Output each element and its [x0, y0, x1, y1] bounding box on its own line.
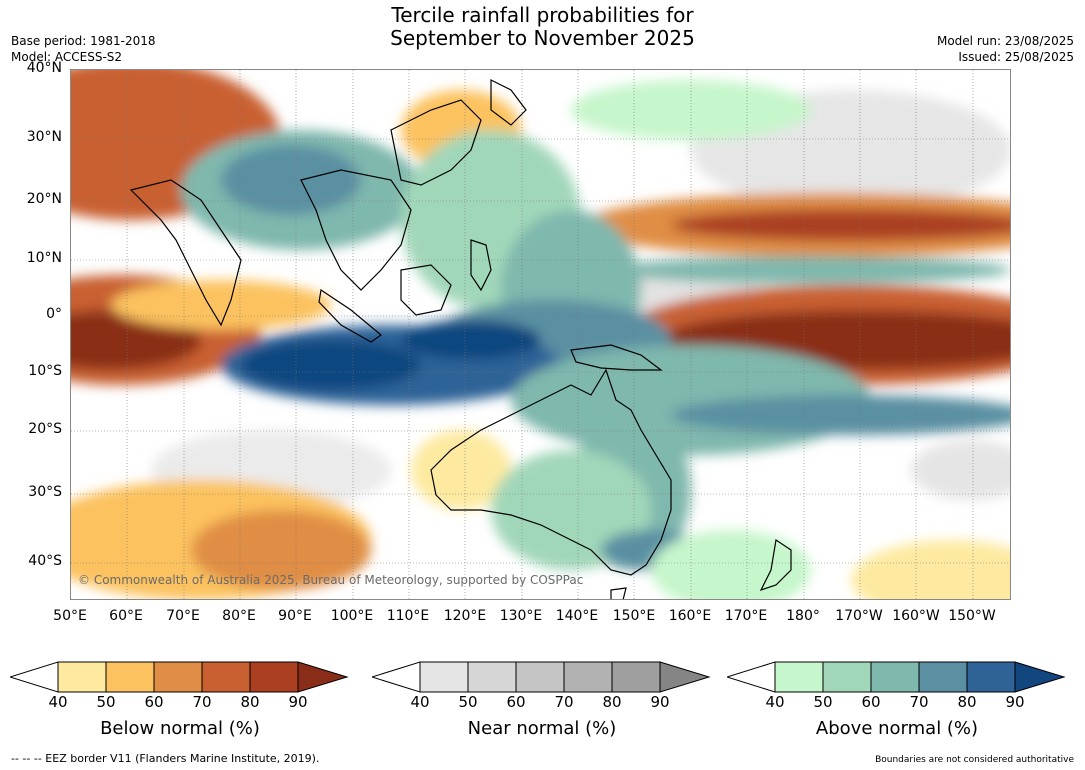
lat-label: 20°N: [26, 191, 62, 207]
legend-tick: 90: [1005, 693, 1025, 711]
legend-swatch: [966, 661, 1016, 693]
legend-tick: 40: [765, 693, 785, 711]
lat-label: 10°S: [28, 363, 62, 379]
legend-swatch: [105, 661, 155, 693]
issued-date: Issued: 25/08/2025: [958, 50, 1074, 64]
lon-label: 110°E: [386, 608, 430, 624]
legend-tick: 70: [554, 693, 574, 711]
lat-label: 20°S: [28, 421, 62, 437]
legend-tick: 40: [48, 693, 68, 711]
title-line-1: Tercile rainfall probabilities for: [391, 3, 694, 27]
legend-swatch: [659, 661, 711, 693]
tasmania-coastline: [610, 587, 627, 599]
graticule: [71, 70, 1010, 599]
title-line-2: September to November 2025: [390, 26, 695, 50]
lon-label: 90°E: [278, 608, 312, 624]
legend-tick: 80: [957, 693, 977, 711]
legend-tick: 40: [410, 693, 430, 711]
model-run-date: Model run: 23/08/2025: [936, 34, 1074, 48]
new-zealand-coastline: [759, 538, 792, 592]
legend-swatch: [249, 661, 299, 693]
base-period: Base period: 1981-2018: [11, 34, 156, 48]
borneo-coastline: [400, 264, 452, 316]
legend-swatch: [467, 661, 517, 693]
australia-coastline: [430, 368, 672, 576]
legend-swatch: [870, 661, 920, 693]
lat-label: 40°N: [26, 60, 62, 76]
lon-label: 150°W: [948, 608, 996, 624]
legend-tick: 70: [909, 693, 929, 711]
run-info: Model run: 23/08/2025 Issued: 25/08/2025: [937, 33, 1074, 65]
legend-swatch: [419, 661, 469, 693]
lat-label: 30°N: [26, 129, 62, 145]
legend-tick: 90: [650, 693, 670, 711]
lon-label: 130°E: [499, 608, 543, 624]
near-normal-colorbar: [372, 661, 711, 693]
model-info: Base period: 1981-2018 Model: ACCESS-S2: [11, 33, 156, 65]
lon-label: 50°E: [53, 608, 87, 624]
lat-label: 40°S: [28, 553, 62, 569]
china-coastline: [390, 99, 482, 186]
legend-tick: 50: [96, 693, 116, 711]
map-panel[interactable]: [70, 69, 1011, 600]
above-normal-legend: 40 50 60 70 80 90 Above normal (%): [727, 660, 1067, 740]
legend-tick: 60: [861, 693, 881, 711]
near-normal-legend: 40 50 60 70 80 90 Near normal (%): [372, 660, 712, 740]
below-normal-legend: 40 50 60 70 80 90 Below normal (%): [10, 660, 350, 740]
lon-label: 170°E: [724, 608, 768, 624]
legend-swatch: [153, 661, 203, 693]
lon-label: 140°E: [555, 608, 599, 624]
lon-label: 120°E: [443, 608, 487, 624]
legend-swatch: [57, 661, 107, 693]
lon-label: 170°W: [835, 608, 883, 624]
legend-swatch: [611, 661, 661, 693]
lat-label: 10°N: [26, 250, 62, 266]
model-name: Model: ACCESS-S2: [11, 50, 123, 64]
legend-tick: 80: [602, 693, 622, 711]
legend-tick: 60: [144, 693, 164, 711]
below-normal-colorbar: [10, 661, 349, 693]
legend-swatch: [563, 661, 613, 693]
boundary-note: Boundaries are not considered authoritat…: [875, 755, 1074, 765]
legend-tick: 60: [506, 693, 526, 711]
legend-swatch: [918, 661, 968, 693]
lon-label: 160°E: [668, 608, 712, 624]
lat-label: 30°S: [28, 484, 62, 500]
legend-swatch: [297, 661, 349, 693]
sumatra-coastline: [318, 288, 382, 343]
lon-label: 160°W: [892, 608, 940, 624]
legend-title: Near normal (%): [467, 718, 617, 739]
legend-tick: 70: [192, 693, 212, 711]
legend-swatch: [1014, 661, 1066, 693]
lon-label: 180°: [786, 608, 820, 624]
lon-label: 100°E: [330, 608, 374, 624]
philippines-coastline: [470, 239, 492, 292]
new-guinea-coastline: [570, 344, 663, 371]
map-title: Tercile rainfall probabilities for Septe…: [0, 4, 1085, 50]
legend-tick: 80: [240, 693, 260, 711]
legend-tick: 90: [288, 693, 308, 711]
legend-swatch: [774, 661, 824, 693]
above-normal-colorbar: [727, 661, 1066, 693]
legend-tick: 50: [813, 693, 833, 711]
india-coastline: [129, 179, 242, 327]
coastlines: [129, 79, 792, 599]
japan-coastline: [490, 79, 527, 126]
indochina-coastline: [300, 169, 412, 291]
eez-note: -- -- -- EEZ border V11 (Flanders Marine…: [11, 752, 320, 765]
lon-label: 60°E: [109, 608, 143, 624]
lon-label: 150°E: [612, 608, 656, 624]
lat-label: 0°: [46, 306, 62, 322]
legend-swatch: [822, 661, 872, 693]
legend-title: Below normal (%): [100, 718, 260, 739]
lon-label: 70°E: [166, 608, 200, 624]
legend-swatch: [201, 661, 251, 693]
copyright-notice: © Commonwealth of Australia 2025, Bureau…: [78, 573, 584, 587]
lon-label: 80°E: [222, 608, 256, 624]
legend-tick: 50: [458, 693, 478, 711]
map-canvas[interactable]: [71, 70, 1011, 600]
legend-swatch: [515, 661, 565, 693]
legend-title: Above normal (%): [815, 718, 979, 739]
